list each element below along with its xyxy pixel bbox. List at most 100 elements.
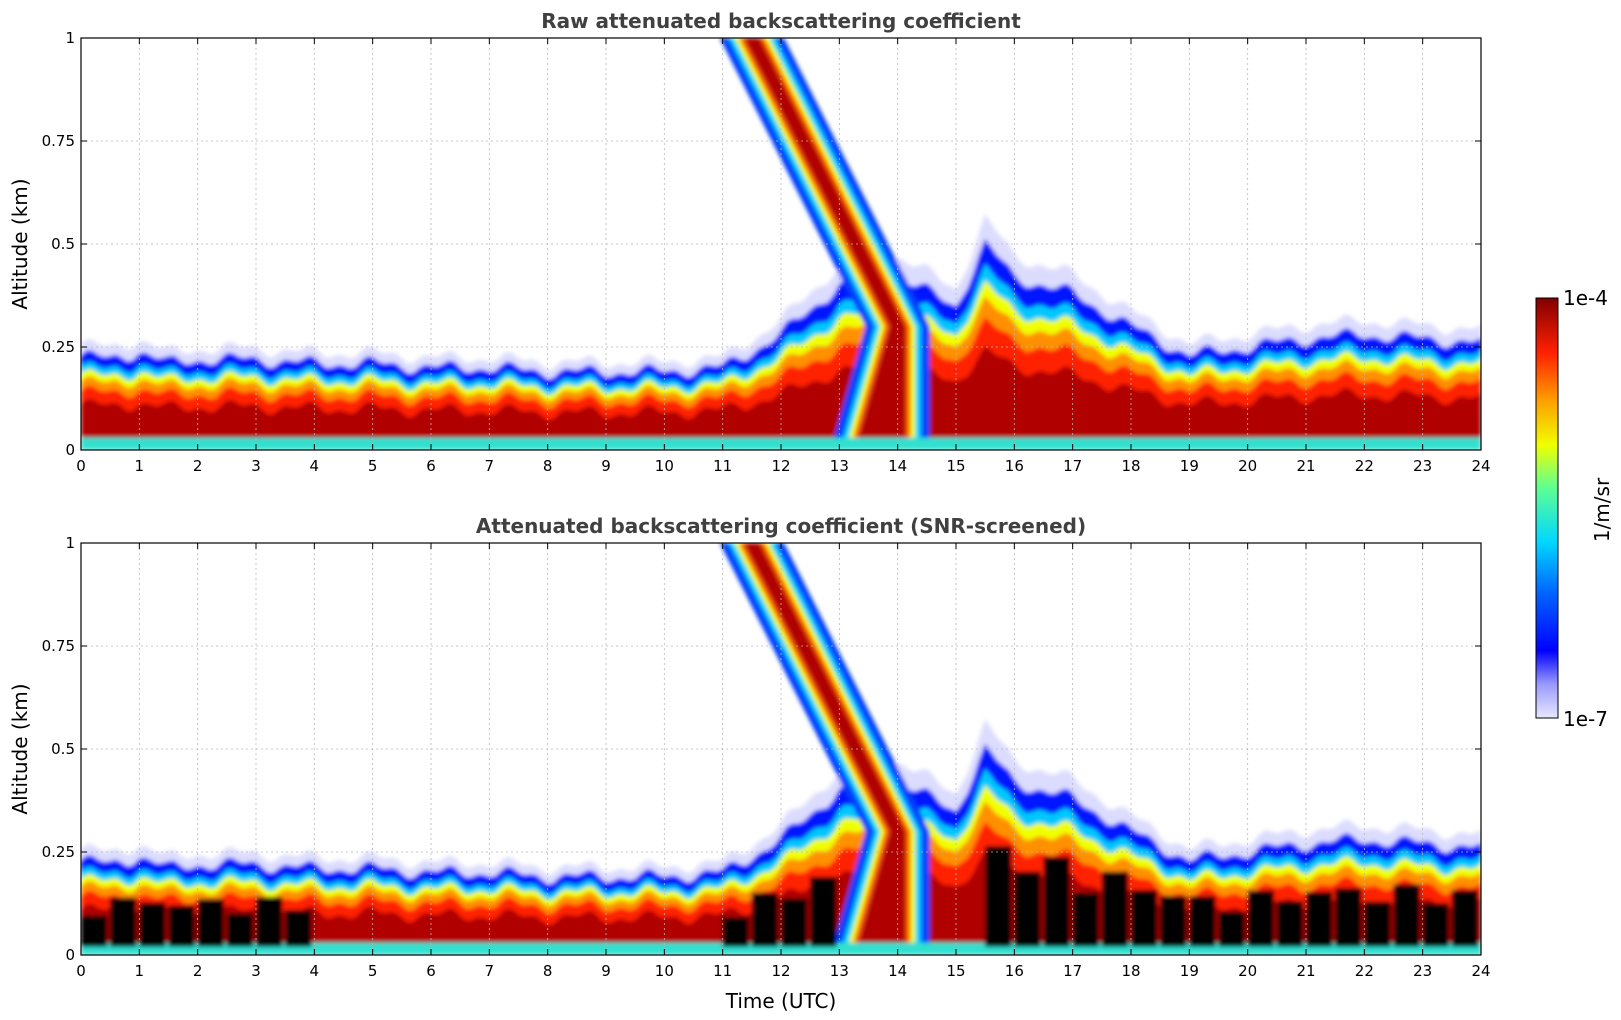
x-tick-label: 18 [1121, 962, 1140, 980]
x-tick-label: 2 [193, 457, 203, 475]
axis-ticks: 0 1 2 3 4 5 6 7 8 9 10 11 12 13 14 15 16 17 18 19 20 21 22 23 24… [42, 534, 1491, 980]
x-tick-label: 22 [1355, 457, 1374, 475]
y-tick-label: 0.5 [51, 235, 75, 253]
y-tick-label: 1 [65, 534, 75, 552]
x-tick-label: 11 [713, 457, 732, 475]
x-tick-label: 24 [1471, 962, 1490, 980]
screened-region [1014, 871, 1041, 947]
screened-region [285, 910, 312, 947]
x-tick-label: 5 [368, 962, 378, 980]
screened-region [1160, 895, 1187, 947]
colorbar: 1e-4 1e-7 1/m/sr [1535, 286, 1614, 731]
x-tick-label: 3 [251, 457, 261, 475]
screened-region [1189, 896, 1216, 947]
x-tick-label: 9 [601, 962, 611, 980]
x-tick-label: 20 [1238, 962, 1257, 980]
x-tick-label: 4 [310, 962, 320, 980]
x-tick-label: 1 [135, 962, 145, 980]
panel-title: Raw attenuated backscattering coefficien… [541, 9, 1021, 33]
colorbar-min-label: 1e-7 [1563, 707, 1608, 731]
screened-region [1306, 891, 1333, 947]
y-tick-label: 0.25 [42, 843, 75, 861]
x-tick-label: 7 [485, 962, 495, 980]
x-tick-label: 22 [1355, 962, 1374, 980]
y-axis-label: Altitude (km) [8, 683, 32, 814]
colorbar-max-label: 1e-4 [1563, 286, 1608, 310]
x-tick-label: 19 [1180, 962, 1199, 980]
x-tick-label: 23 [1413, 962, 1432, 980]
x-tick-label: 8 [543, 457, 553, 475]
x-tick-label: 4 [310, 457, 320, 475]
x-tick-label: 9 [601, 457, 611, 475]
screened-region [1451, 890, 1479, 947]
x-tick-label: 19 [1180, 457, 1199, 475]
screened-region [810, 876, 837, 947]
x-tick-label: 13 [830, 457, 849, 475]
x-tick-label: 14 [888, 457, 907, 475]
screened-region [722, 917, 749, 947]
screened-region [256, 897, 283, 947]
screened-region [110, 897, 137, 947]
descending-layer-band [743, 38, 906, 450]
y-tick-label: 1 [65, 29, 75, 47]
screened-region [1247, 890, 1274, 947]
screened-region [168, 905, 195, 947]
x-tick-label: 17 [1063, 962, 1082, 980]
raw-backscatter-panel: Raw attenuated backscattering coefficien… [8, 9, 1491, 475]
x-tick-label: 0 [76, 962, 86, 980]
x-tick-label: 21 [1296, 457, 1315, 475]
x-tick-label: 6 [426, 962, 436, 980]
y-tick-label: 0.75 [42, 132, 75, 150]
x-tick-label: 16 [1005, 457, 1024, 475]
x-tick-label: 6 [426, 457, 436, 475]
x-tick-label: 13 [830, 962, 849, 980]
y-tick-label: 0.5 [51, 740, 75, 758]
x-tick-label: 16 [1005, 962, 1024, 980]
x-axis-label: Time (UTC) [725, 989, 837, 1013]
grid [81, 543, 1481, 955]
x-tick-label: 11 [713, 962, 732, 980]
x-tick-label: 12 [771, 457, 790, 475]
screened-region [1422, 903, 1449, 947]
y-tick-label: 0.25 [42, 338, 75, 356]
screened-region [1276, 901, 1304, 947]
x-tick-label: 7 [485, 457, 495, 475]
screened-region [781, 898, 808, 947]
screened-region [1131, 890, 1158, 947]
colorbar-unit-label: 1/m/sr [1590, 477, 1614, 542]
x-tick-label: 17 [1063, 457, 1082, 475]
y-axis-label: Altitude (km) [8, 178, 32, 309]
x-tick-label: 24 [1471, 457, 1490, 475]
screened-region [139, 902, 166, 947]
screened-region [197, 898, 224, 947]
x-tick-label: 2 [193, 962, 203, 980]
screened-region [1072, 892, 1099, 947]
x-tick-label: 10 [655, 457, 674, 475]
screened-region [1101, 871, 1129, 947]
screened-region [1335, 888, 1362, 947]
grid [81, 38, 1481, 450]
x-tick-label: 1 [135, 457, 145, 475]
screened-region [1393, 884, 1420, 947]
screened-region [1043, 856, 1070, 947]
screened-region [985, 846, 1012, 947]
x-tick-label: 12 [771, 962, 790, 980]
x-tick-label: 10 [655, 962, 674, 980]
screened-region [1218, 911, 1245, 947]
x-tick-label: 0 [76, 457, 86, 475]
screened-region [226, 913, 254, 947]
panel-title: Attenuated backscattering coefficient (S… [476, 514, 1086, 538]
x-tick-label: 15 [946, 457, 965, 475]
colorbar-gradient [1535, 297, 1559, 719]
y-tick-label: 0.75 [42, 637, 75, 655]
axis-ticks: 0 1 2 3 4 5 6 7 8 9 10 11 12 13 14 15 16 17 18 19 20 21 22 23 24… [42, 29, 1491, 475]
x-tick-label: 14 [888, 962, 907, 980]
x-tick-label: 8 [543, 962, 553, 980]
x-tick-label: 15 [946, 962, 965, 980]
descending-layer-band [743, 543, 906, 955]
snr-screened-panel: Attenuated backscattering coefficient (S… [8, 514, 1491, 1013]
x-tick-label: 18 [1121, 457, 1140, 475]
x-tick-label: 20 [1238, 457, 1257, 475]
screened-region [1364, 901, 1391, 947]
